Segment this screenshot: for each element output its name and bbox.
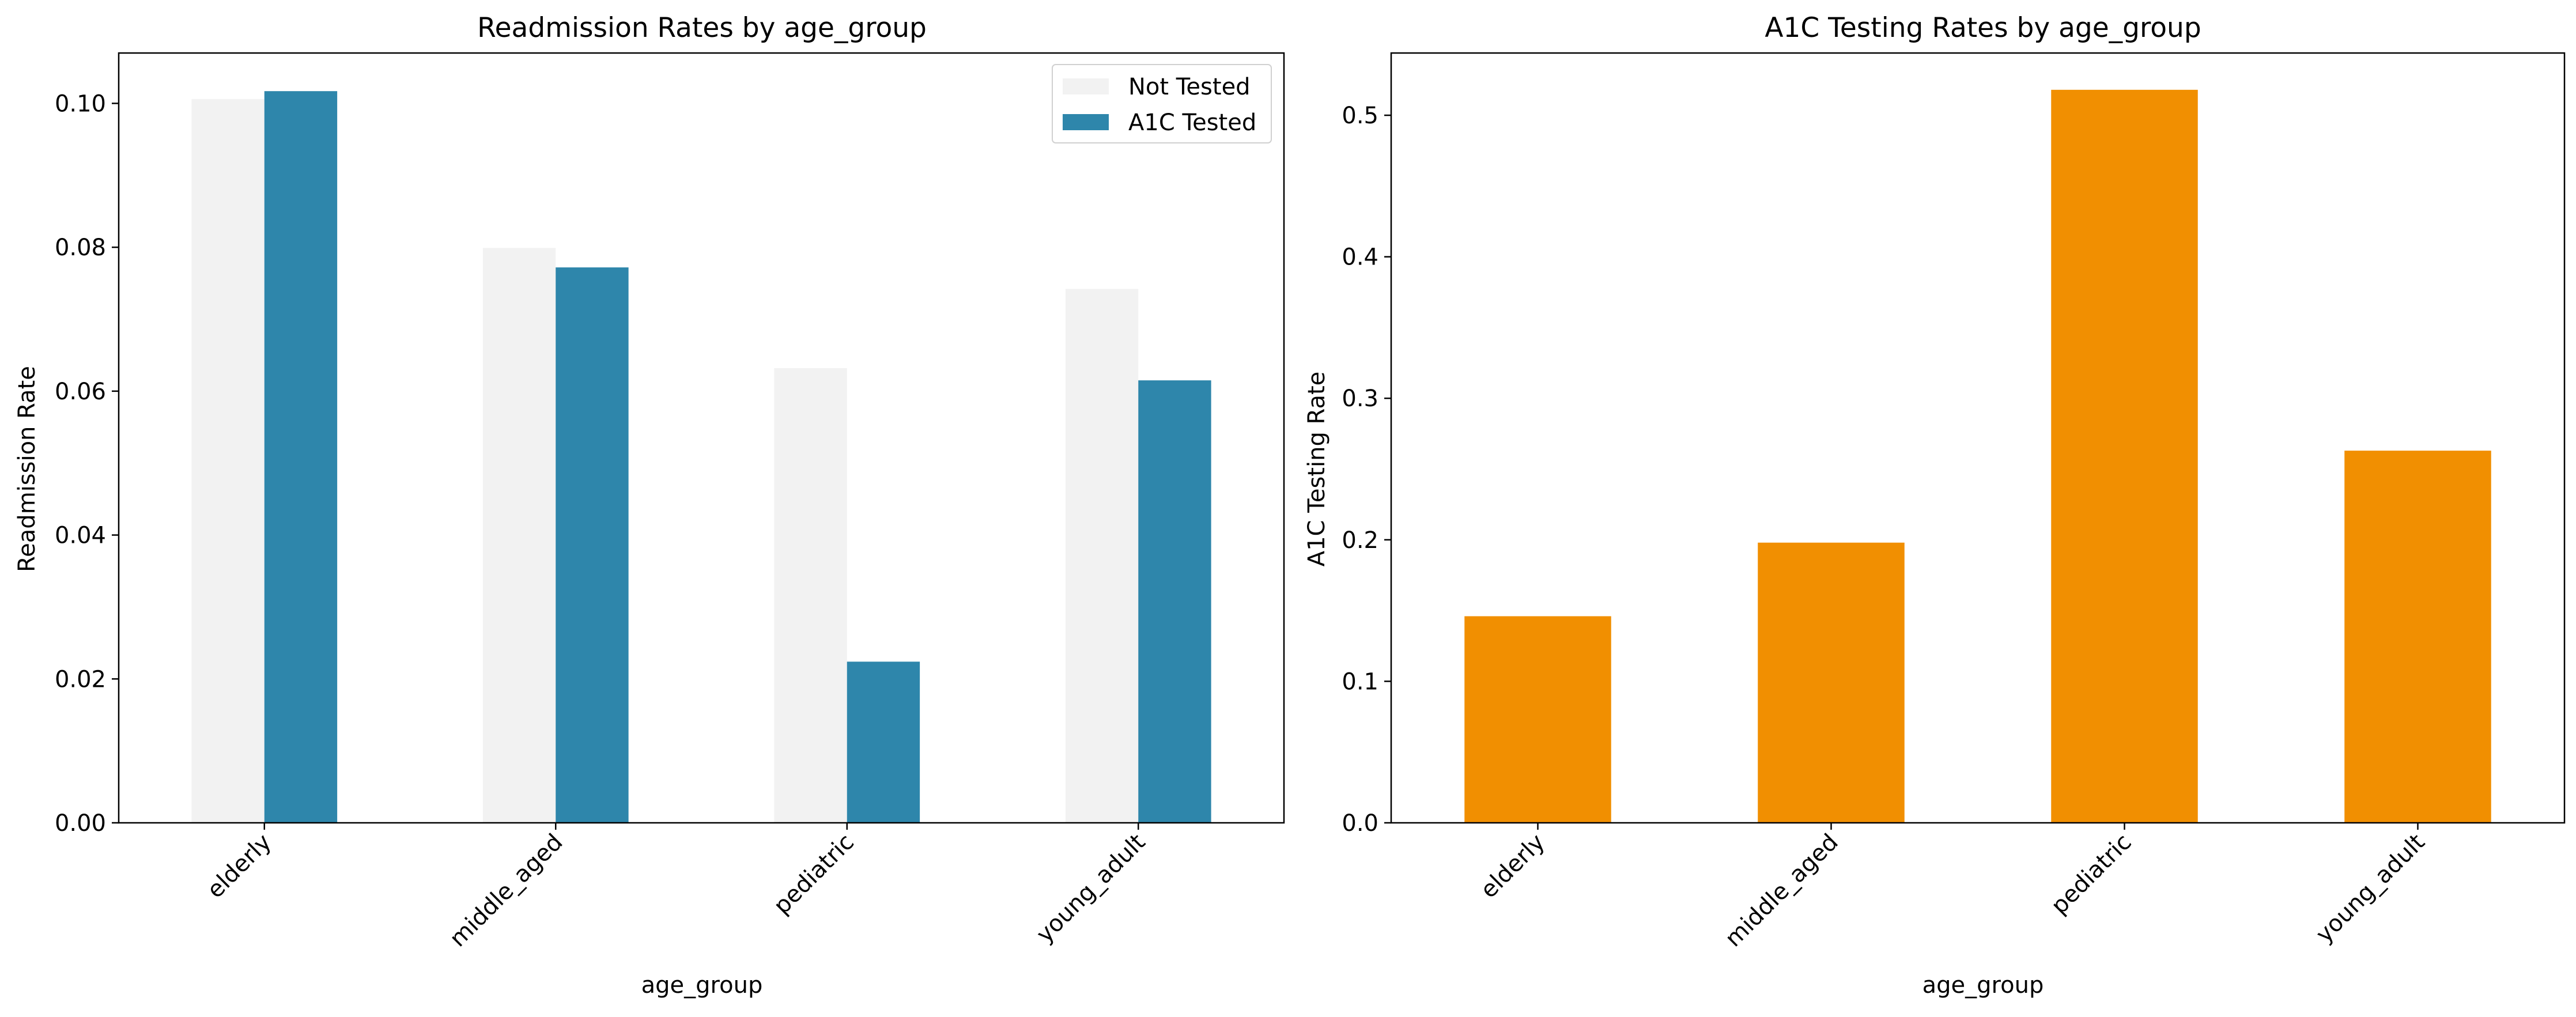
bar-not-tested-middle-aged — [482, 248, 556, 823]
x-tick-label: middle_aged — [1720, 829, 1844, 952]
bar-a1c-tested-middle-aged — [556, 267, 629, 823]
bar-not-tested-young-adult — [1065, 289, 1139, 823]
bar-not-tested-elderly — [191, 99, 265, 823]
readmission-chart-xlabel: age_group — [641, 972, 763, 999]
a1c-testing-chart-ylabel: A1C Testing Rate — [1304, 372, 1330, 567]
readmission-chart-title: Readmission Rates by age_group — [477, 12, 927, 44]
bar-value-middle-aged — [1758, 542, 1905, 823]
y-tick-label: 0.4 — [1342, 244, 1378, 271]
bar-value-young-adult — [2344, 451, 2491, 823]
x-tick-label: pediatric — [2046, 829, 2137, 920]
x-tick-label: young_adult — [1032, 829, 1151, 948]
readmission-legend: Not Tested A1C Tested — [1052, 64, 1272, 143]
y-tick-label: 0.3 — [1342, 385, 1378, 412]
x-tick-label: middle_aged — [445, 829, 568, 952]
x-tick-label: pediatric — [769, 829, 859, 920]
y-tick-label: 0.06 — [55, 379, 106, 405]
a1c-testing-axes-frame — [1390, 52, 2566, 824]
bar-a1c-tested-pediatric — [847, 661, 920, 823]
y-tick-label: 0.04 — [55, 523, 106, 549]
a1c-testing-chart-xlabel: age_group — [1922, 972, 2044, 999]
bar-value-pediatric — [2051, 89, 2198, 823]
a1c-testing-chart-title: A1C Testing Rates by age_group — [1765, 12, 2201, 44]
readmission-axes-frame — [118, 52, 1285, 824]
y-tick-label: 0.02 — [55, 666, 106, 693]
readmission-chart-ylabel: Readmission Rate — [14, 366, 40, 572]
bar-a1c-tested-elderly — [264, 91, 338, 823]
x-tick-label: elderly — [1475, 829, 1550, 903]
bar-not-tested-pediatric — [774, 368, 847, 823]
bar-a1c-tested-young-adult — [1138, 380, 1211, 823]
x-tick-label: elderly — [202, 829, 277, 903]
legend-swatch — [1063, 78, 1109, 94]
legend-swatch — [1063, 114, 1109, 130]
readmission-bars — [191, 91, 1211, 823]
y-tick-label: 0.10 — [55, 90, 106, 117]
y-tick-label: 0.00 — [55, 810, 106, 837]
y-tick-label: 0.1 — [1342, 668, 1378, 695]
x-tick-label: young_adult — [2311, 829, 2430, 948]
y-tick-label: 0.0 — [1342, 810, 1378, 837]
legend-label: A1C Tested — [1128, 109, 1256, 136]
legend-label: Not Tested — [1128, 74, 1251, 100]
y-tick-label: 0.2 — [1342, 527, 1378, 554]
readmission-chart: Readmission Rates by age_group age_group… — [14, 12, 1285, 999]
a1c-testing-chart: A1C Testing Rates by age_group age_group… — [1304, 12, 2566, 999]
y-tick-label: 0.5 — [1342, 103, 1378, 129]
a1c-testing-bars — [1464, 89, 2491, 823]
bar-value-elderly — [1464, 616, 1611, 823]
y-tick-label: 0.08 — [55, 235, 106, 261]
